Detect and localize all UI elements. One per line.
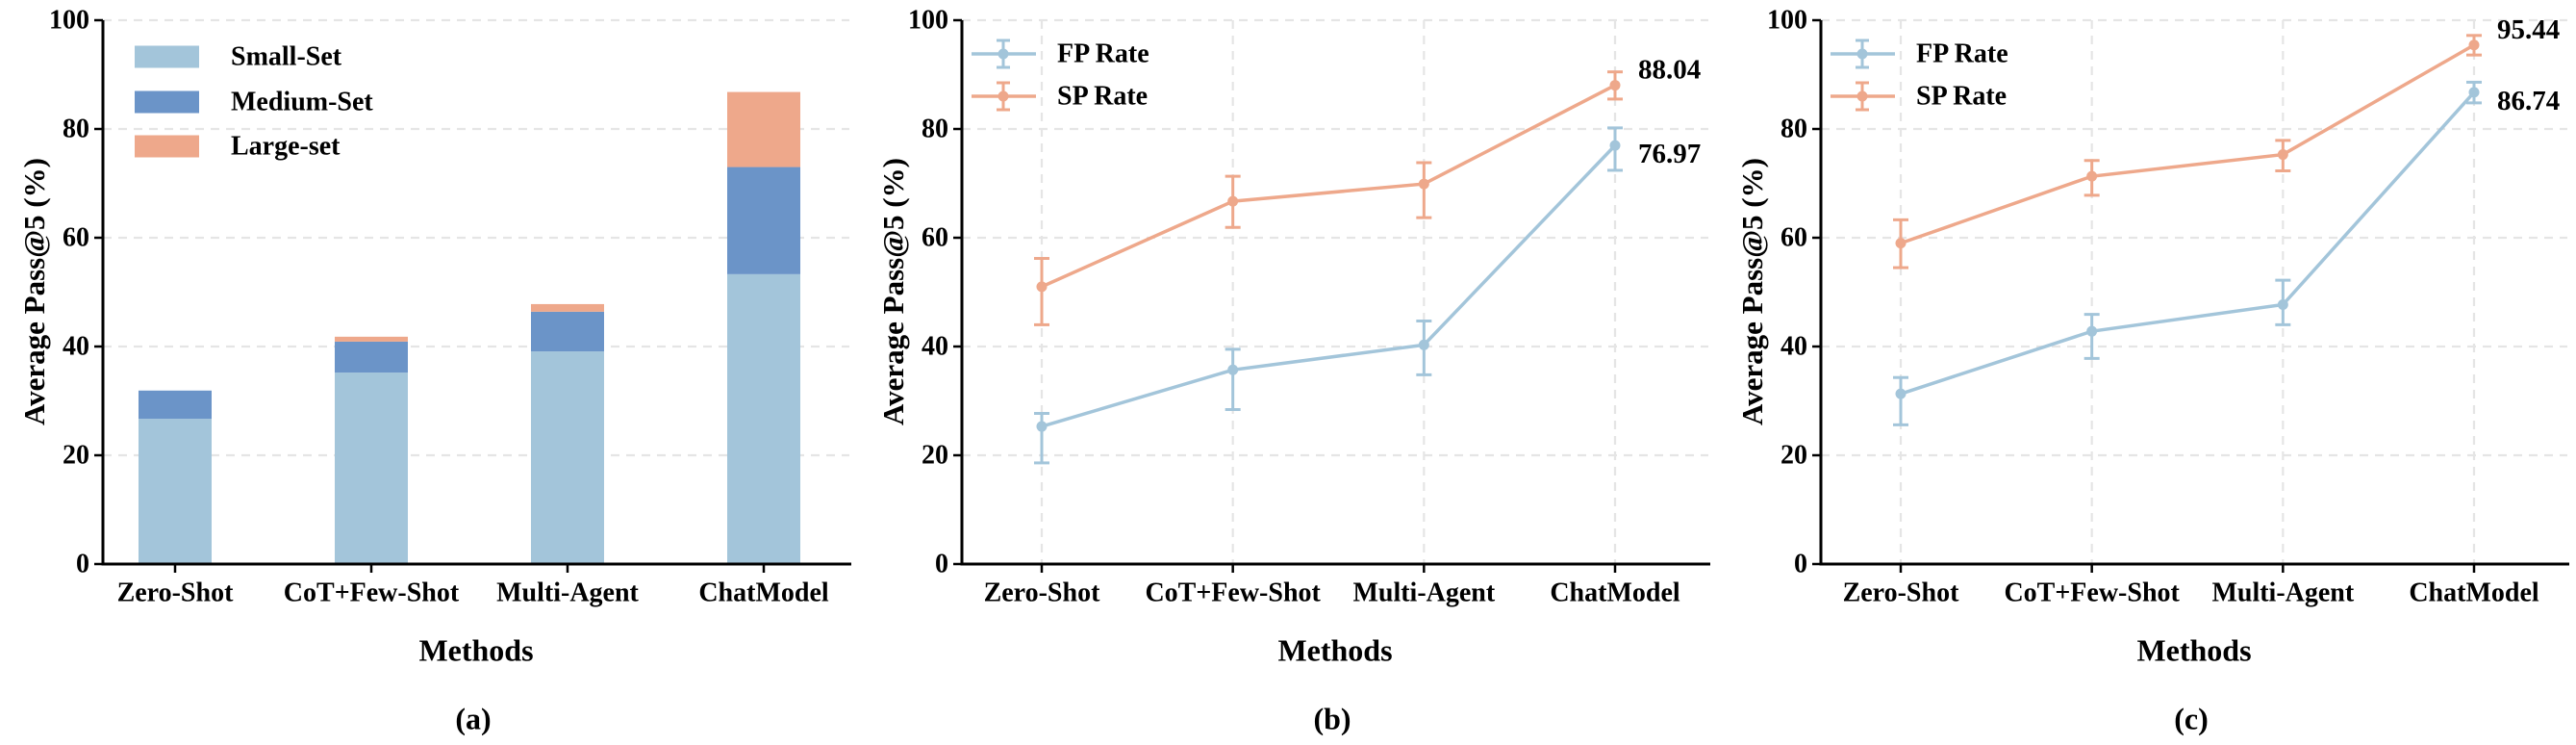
y-tick-label: 100 bbox=[1767, 6, 1807, 36]
chart-b-canvas: 76.97 88.04 FP Rate SP Rate 0 20 40 60 80 100 Zero… bbox=[908, 6, 1710, 608]
chart-c-canvas: 86.74 95.44 FP Rate SP Rate 0 20 40 60 80 100 Zero… bbox=[1767, 6, 2569, 608]
y-tick-label: 40 bbox=[922, 332, 948, 362]
data-point-marker bbox=[1609, 140, 1621, 151]
legend-marker bbox=[1856, 48, 1868, 60]
data-point-marker bbox=[2468, 87, 2480, 98]
y-tick-label: 20 bbox=[63, 441, 89, 471]
value-annotation: 88.04 bbox=[1638, 55, 1701, 86]
y-tick-label: 80 bbox=[1780, 115, 1807, 144]
legend-label: Medium-Set bbox=[231, 88, 373, 117]
legend-marker bbox=[1856, 90, 1868, 102]
x-tick-label: CoT+Few-Shot bbox=[284, 578, 460, 608]
data-point-marker bbox=[1227, 195, 1239, 207]
data-point-marker bbox=[2468, 39, 2480, 51]
x-axis-title: Methods bbox=[1277, 632, 1393, 668]
x-axis-title: Methods bbox=[418, 632, 534, 668]
bar-segment bbox=[727, 273, 800, 564]
panel-caption: (c) bbox=[2174, 701, 2209, 736]
data-point-marker bbox=[1418, 178, 1429, 190]
panel-b: 76.97 88.04 FP Rate SP Rate 0 20 40 60 80 100 Zero… bbox=[859, 0, 1718, 745]
panel-caption: (b) bbox=[1313, 701, 1351, 736]
data-point-marker bbox=[1227, 364, 1239, 375]
y-tick-label: 60 bbox=[922, 223, 948, 253]
bar-segment bbox=[335, 336, 408, 342]
y-tick-label: 60 bbox=[63, 223, 89, 253]
legend-swatch bbox=[135, 90, 199, 114]
bar-segment bbox=[335, 372, 408, 564]
x-tick-label: ChatModel bbox=[1550, 578, 1680, 608]
x-tick-label: ChatModel bbox=[2409, 578, 2539, 608]
bar-segment bbox=[531, 351, 604, 564]
y-tick-label: 0 bbox=[935, 550, 948, 579]
legend-marker bbox=[998, 48, 1009, 60]
x-tick-label: Zero-Shot bbox=[1843, 578, 1959, 608]
x-tick-label: CoT+Few-Shot bbox=[2004, 578, 2180, 608]
line-series bbox=[1041, 143, 1617, 428]
x-tick-label: Multi-Agent bbox=[1352, 578, 1495, 608]
x-axis-title: Methods bbox=[2136, 632, 2252, 668]
value-annotation: 76.97 bbox=[1638, 139, 1701, 169]
y-tick-label: 60 bbox=[1780, 223, 1807, 253]
x-tick-label: Multi-Agent bbox=[496, 578, 639, 608]
bar-segment bbox=[727, 167, 800, 274]
bar-segment bbox=[531, 311, 604, 352]
legend-label: SP Rate bbox=[1057, 82, 1148, 112]
y-tick-label: 40 bbox=[63, 332, 89, 362]
bar-segment bbox=[727, 91, 800, 167]
x-tick-label: Multi-Agent bbox=[2211, 578, 2354, 608]
y-tick-label: 80 bbox=[922, 115, 948, 144]
y-axis-title: Average Pass@5 (%) bbox=[1735, 158, 1769, 425]
legend-label: FP Rate bbox=[1916, 39, 2008, 69]
y-tick-label: 40 bbox=[1780, 332, 1807, 362]
y-tick-label: 20 bbox=[922, 441, 948, 471]
legend-label: Small-Set bbox=[231, 42, 342, 72]
line-series bbox=[1900, 43, 2475, 245]
data-point-marker bbox=[1036, 421, 1048, 432]
y-tick-label: 0 bbox=[76, 550, 89, 579]
y-axis-title: Average Pass@5 (%) bbox=[17, 158, 51, 425]
data-point-marker bbox=[1609, 80, 1621, 91]
x-tick-label: ChatModel bbox=[698, 578, 829, 608]
value-annotation: 86.74 bbox=[2497, 86, 2560, 116]
legend-marker bbox=[998, 90, 1009, 102]
legend-swatch bbox=[135, 45, 199, 68]
data-point-marker bbox=[2277, 298, 2288, 310]
data-point-marker bbox=[1036, 281, 1048, 293]
y-axis-title: Average Pass@5 (%) bbox=[876, 158, 910, 425]
x-tick-label: Zero-Shot bbox=[117, 578, 234, 608]
y-tick-label: 0 bbox=[1794, 550, 1807, 579]
panel-caption: (a) bbox=[455, 701, 492, 736]
legend-label: FP Rate bbox=[1057, 39, 1149, 69]
chart-a-canvas: Small-Set Medium-Set Large-set 0 20 40 60 80 100… bbox=[49, 6, 851, 608]
y-tick-label: 80 bbox=[63, 115, 89, 144]
x-tick-label: Zero-Shot bbox=[984, 578, 1100, 608]
data-point-marker bbox=[1418, 339, 1429, 350]
legend-label: SP Rate bbox=[1916, 82, 2007, 112]
data-point-marker bbox=[2086, 170, 2098, 182]
panel-a: Small-Set Medium-Set Large-set 0 20 40 60 80 100… bbox=[0, 0, 859, 745]
data-point-marker bbox=[2086, 325, 2098, 337]
data-point-marker bbox=[1895, 388, 1907, 399]
bar-segment bbox=[139, 419, 212, 564]
legend-label: Large-set bbox=[231, 132, 341, 162]
y-tick-label: 20 bbox=[1780, 441, 1807, 471]
data-point-marker bbox=[1895, 238, 1907, 249]
value-annotation: 95.44 bbox=[2497, 14, 2560, 45]
line-series bbox=[1041, 84, 1616, 289]
legend-swatch bbox=[135, 135, 199, 158]
bar-segment bbox=[335, 341, 408, 373]
data-point-marker bbox=[2277, 149, 2288, 161]
y-tick-label: 100 bbox=[49, 6, 89, 36]
x-tick-label: CoT+Few-Shot bbox=[1145, 578, 1321, 608]
bar-segment bbox=[531, 303, 604, 312]
panel-c: 86.74 95.44 FP Rate SP Rate 0 20 40 60 80 100 Zero… bbox=[1718, 0, 2576, 745]
line-series bbox=[1900, 90, 2476, 396]
y-tick-label: 100 bbox=[908, 6, 948, 36]
bar-segment bbox=[139, 390, 212, 420]
